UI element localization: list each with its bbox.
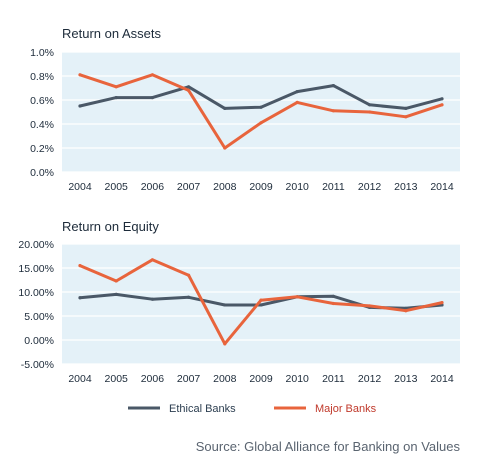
y-tick-label: 0.00% (24, 335, 54, 347)
data-point-ethical-banks (114, 96, 118, 100)
data-point-ethical-banks (440, 97, 444, 101)
y-tick-label: -5.00% (21, 359, 54, 371)
data-point-major-banks (78, 264, 82, 268)
source-note: Source: Global Alliance for Banking on V… (196, 439, 461, 454)
data-point-major-banks (187, 273, 191, 277)
x-tick-label: 2013 (394, 181, 418, 193)
x-tick-label: 2007 (177, 181, 201, 193)
data-point-major-banks (295, 295, 299, 299)
x-tick-label: 2013 (394, 373, 418, 385)
x-tick-label: 2005 (105, 181, 129, 193)
plot-area (62, 52, 460, 172)
y-tick-label: 0.0% (30, 167, 54, 179)
chart-title-roa: Return on Assets (62, 26, 161, 41)
x-tick-label: 2007 (177, 373, 201, 385)
y-tick-label: 1.0% (30, 47, 54, 59)
y-tick-label: 0.8% (30, 71, 54, 83)
data-point-major-banks (440, 103, 444, 107)
data-point-major-banks (150, 73, 154, 77)
data-point-ethical-banks (259, 105, 263, 109)
x-tick-label: 2006 (141, 181, 165, 193)
data-point-major-banks (331, 109, 335, 113)
data-point-major-banks (295, 100, 299, 104)
y-tick-label: 20.00% (18, 239, 54, 251)
data-point-ethical-banks (78, 104, 82, 108)
x-tick-label: 2009 (249, 181, 273, 193)
data-point-major-banks (114, 85, 118, 89)
data-point-ethical-banks (331, 84, 335, 88)
y-tick-label: 10.00% (18, 287, 54, 299)
data-point-ethical-banks (187, 85, 191, 89)
data-point-ethical-banks (368, 103, 372, 107)
x-tick-label: 2011 (322, 181, 345, 193)
x-tick-label: 2008 (213, 181, 237, 193)
data-point-major-banks (331, 301, 335, 306)
y-tick-label: 0.4% (30, 119, 54, 131)
data-point-ethical-banks (150, 297, 154, 301)
data-point-ethical-banks (223, 303, 227, 307)
data-point-major-banks (259, 298, 263, 302)
data-point-ethical-banks (259, 303, 263, 307)
data-point-major-banks (259, 121, 263, 125)
data-point-major-banks (114, 279, 118, 283)
data-point-ethical-banks (331, 294, 335, 298)
x-tick-label: 2010 (286, 181, 310, 193)
x-tick-label: 2008 (213, 373, 237, 385)
data-point-ethical-banks (223, 106, 227, 110)
y-tick-label: 0.6% (30, 95, 54, 107)
data-point-major-banks (404, 115, 408, 119)
data-point-major-banks (187, 88, 191, 92)
x-tick-label: 2004 (68, 181, 92, 193)
data-point-ethical-banks (150, 96, 154, 100)
data-point-major-banks (78, 73, 82, 77)
data-point-ethical-banks (295, 90, 299, 94)
x-tick-label: 2005 (105, 373, 129, 385)
x-tick-label: 2009 (249, 373, 273, 385)
y-tick-label: 5.00% (24, 311, 54, 323)
data-point-ethical-banks (187, 295, 191, 299)
return-on-equity-chart: Return on Equity 20.00% 15.00% 10.00% 5.00%… (18, 219, 460, 385)
y-tick-label: 0.2% (30, 143, 54, 155)
x-tick-label: 2012 (358, 373, 382, 385)
data-point-major-banks (223, 146, 227, 150)
legend: Ethical Banks Major Banks (128, 403, 377, 415)
x-tick-label: 2012 (358, 181, 382, 193)
x-tick-label: 2011 (322, 373, 345, 385)
x-tick-label: 2006 (141, 373, 165, 385)
return-on-assets-chart: Return on Assets 1.0% 0.8% 0.6% 0.4% 0.2% 0.0… (30, 26, 460, 193)
data-point-major-banks (150, 258, 154, 262)
data-point-major-banks (223, 342, 227, 346)
data-point-ethical-banks (78, 296, 82, 300)
legend-label-major: Major Banks (315, 403, 377, 415)
data-point-ethical-banks (114, 292, 118, 296)
x-tick-label: 2010 (286, 373, 310, 385)
data-point-ethical-banks (404, 106, 408, 110)
chart-title-roe: Return on Equity (62, 219, 159, 234)
data-point-major-banks (404, 309, 408, 313)
data-point-major-banks (368, 304, 372, 308)
data-point-major-banks (368, 110, 372, 114)
x-tick-label: 2014 (430, 373, 454, 385)
x-tick-label: 2014 (430, 181, 454, 193)
y-tick-label: 15.00% (18, 263, 54, 275)
x-tick-label: 2004 (68, 373, 92, 385)
data-point-major-banks (440, 300, 444, 305)
legend-label-ethical: Ethical Banks (169, 403, 236, 415)
